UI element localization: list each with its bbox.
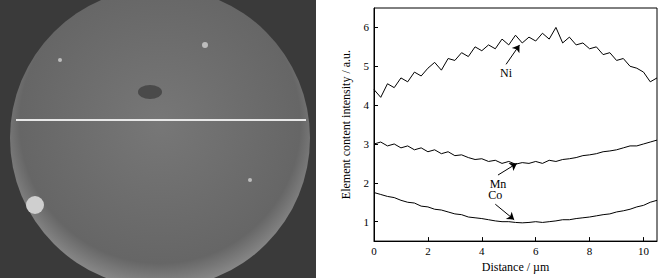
svg-text:Ni: Ni [500,66,513,80]
svg-text:6: 6 [364,21,370,33]
svg-text:6: 6 [533,245,539,257]
svg-text:8: 8 [587,245,593,257]
svg-text:Distance / µm: Distance / µm [482,260,550,274]
svg-text:2: 2 [364,177,370,189]
svg-text:4: 4 [364,99,370,111]
svg-text:Element content intensity / a.: Element content intensity / a.u. [339,50,353,199]
svg-text:4: 4 [479,245,485,257]
svg-text:5: 5 [364,60,370,72]
svg-text:0: 0 [371,245,377,257]
svg-text:Mn: Mn [489,177,507,192]
svg-text:3: 3 [364,138,370,150]
svg-text:Co: Co [488,188,502,202]
svg-text:2: 2 [425,245,431,257]
svg-text:10: 10 [638,245,650,257]
svg-text:1: 1 [364,216,370,228]
